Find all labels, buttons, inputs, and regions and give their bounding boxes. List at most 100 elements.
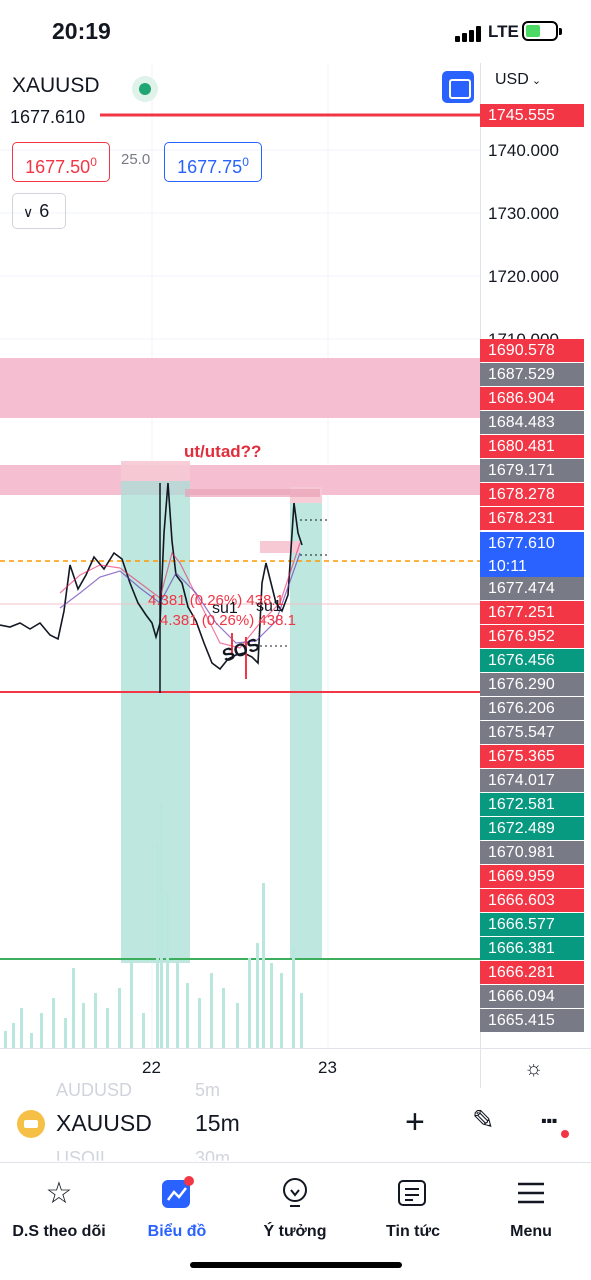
bid-price: 1677.50 <box>25 157 91 177</box>
currency-label: USD <box>495 71 529 88</box>
price-label: 1672.489 <box>480 817 584 840</box>
position-box-2 <box>290 503 322 960</box>
price-label: 1677.610 <box>480 532 584 556</box>
nav-chart[interactable]: Biểu đồ <box>118 1163 236 1241</box>
bulb-icon <box>236 1163 354 1223</box>
price-label: 1666.381 <box>480 937 584 960</box>
annotation-su2: su1 <box>256 598 282 615</box>
buy-button[interactable]: 1677.750 <box>164 142 262 182</box>
settings-gear-icon[interactable]: ☼ <box>524 1057 544 1080</box>
chart-canvas[interactable] <box>0 63 591 1088</box>
price-label: 1666.281 <box>480 961 584 984</box>
signal-icon <box>455 26 485 42</box>
supply-zone-upper <box>0 358 480 418</box>
nav-label: Ý tưởng <box>263 1223 327 1240</box>
nav-menu[interactable]: Menu <box>472 1163 590 1241</box>
chart-icon <box>118 1163 236 1223</box>
price-label: 1675.365 <box>480 745 584 768</box>
timeframe-selector[interactable]: 15m <box>195 1110 240 1136</box>
price-label: 1678.231 <box>480 507 584 530</box>
price-label: 1679.171 <box>480 459 584 482</box>
price-label: 1669.959 <box>480 865 584 888</box>
price-label: 1684.483 <box>480 411 584 434</box>
ask-price: 1677.75 <box>177 157 243 177</box>
price-label: 1676.456 <box>480 649 584 672</box>
fullscreen-button[interactable] <box>442 71 474 103</box>
home-indicator <box>190 1262 402 1268</box>
ghost-timeframe-1: 5m <box>195 1080 221 1100</box>
axis-value: 1740.000 <box>488 141 559 160</box>
gold-bar-icon <box>17 1110 45 1138</box>
price-label: 1687.529 <box>480 363 584 386</box>
price-label: 1677.251 <box>480 601 584 624</box>
menu-icon <box>472 1163 590 1223</box>
price-label: 1686.904 <box>480 387 584 410</box>
price-label: 1676.952 <box>480 625 584 648</box>
price-label: 1676.206 <box>480 697 584 720</box>
price-label: 1678.278 <box>480 483 584 506</box>
current-price-label: 1677.610 <box>4 105 92 130</box>
notification-dot <box>561 1130 569 1138</box>
ghost-symbol-2: USOIL <box>56 1148 111 1168</box>
network-label: LTE <box>488 22 519 41</box>
price-label: 1666.603 <box>480 889 584 912</box>
price-label: 1745.555 <box>480 104 584 127</box>
currency-selector[interactable]: USD ⌄ <box>495 71 541 89</box>
price-label: 10:11 <box>480 555 584 579</box>
measure-label-1: 4.381 (0.26%) 438.1 <box>148 592 284 609</box>
axis-value: 1730.000 <box>488 204 559 223</box>
axis-value: 1720.000 <box>488 267 559 286</box>
price-label: 1690.578 <box>480 339 584 362</box>
bottom-nav: ☆ D.S theo dõi Biểu đồ Ý tưởng Tin tức M… <box>0 1162 591 1280</box>
symbol-title[interactable]: XAUUSD <box>12 74 100 97</box>
nav-label: D.S theo dõi <box>12 1223 106 1240</box>
axis-value: 1710.000 <box>488 330 559 339</box>
price-label: 1665.415 <box>480 1009 584 1032</box>
more-icon[interactable]: ··· <box>540 1105 560 1136</box>
measure-label-2: 4.381 (0.26%) 438.1 <box>160 612 296 629</box>
volume-bars <box>4 803 303 1048</box>
time-label-23: 23 <box>318 1058 337 1077</box>
nav-label: Biểu đồ <box>147 1223 207 1240</box>
price-label: 1676.290 <box>480 673 584 696</box>
ghost-timeframe-2: 30m <box>195 1148 231 1168</box>
nav-ideas[interactable]: Ý tưởng <box>236 1163 354 1241</box>
ghost-symbol-1: AUDUSD <box>56 1080 133 1100</box>
news-icon <box>354 1163 472 1223</box>
price-label: 1675.547 <box>480 721 584 744</box>
nav-label: Tin tức <box>386 1223 440 1240</box>
price-label: 1672.581 <box>480 793 584 816</box>
ask-pip: 0 <box>242 155 249 169</box>
market-open-indicator <box>132 76 158 102</box>
indicator-count: 6 <box>39 201 50 221</box>
time-label-22: 22 <box>142 1058 161 1077</box>
spread-value: 25.0 <box>121 151 151 168</box>
nav-news[interactable]: Tin tức <box>354 1163 472 1241</box>
nav-watchlist[interactable]: ☆ D.S theo dõi <box>0 1163 118 1241</box>
position-box-1 <box>121 481 190 963</box>
time-axis-divider <box>0 1048 591 1049</box>
pen-icon[interactable]: ✎ <box>472 1105 495 1135</box>
sell-button[interactable]: 1677.500 <box>12 142 110 182</box>
add-icon[interactable]: + <box>405 1103 425 1141</box>
price-label: 1677.474 <box>480 577 584 600</box>
price-label: 1666.094 <box>480 985 584 1008</box>
price-label: 1670.981 <box>480 841 584 864</box>
price-series <box>0 482 303 671</box>
status-time: 20:19 <box>52 18 111 44</box>
star-icon: ☆ <box>45 1176 73 1210</box>
chevron-down-icon: ∨ <box>23 204 34 220</box>
symbol-toolbar <box>0 1090 591 1162</box>
bid-pip: 0 <box>90 155 97 169</box>
nav-label: Menu <box>510 1223 552 1240</box>
price-label: 1680.481 <box>480 435 584 458</box>
annotation-su1: su1 <box>212 600 238 617</box>
toolbar-symbol[interactable]: XAUUSD <box>56 1110 152 1136</box>
chevron-down-icon: ⌄ <box>528 75 542 87</box>
price-label: 1666.577 <box>480 913 584 936</box>
price-label: 1674.017 <box>480 769 584 792</box>
battery-icon <box>522 21 562 41</box>
indicators-toggle[interactable]: ∨ 6 <box>12 193 66 229</box>
annotation-utad: ut/utad?? <box>184 442 262 461</box>
